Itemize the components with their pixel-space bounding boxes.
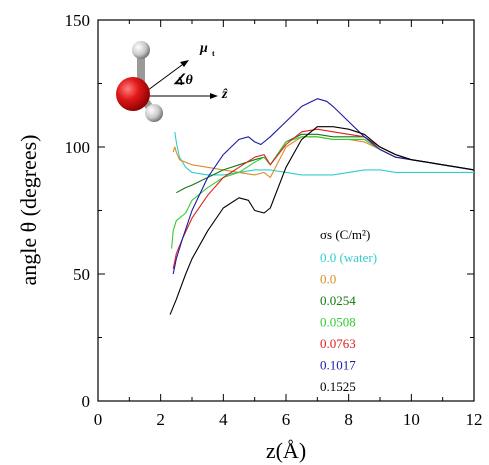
legend-entry: 0.0254 (320, 293, 356, 308)
plot-frame (97, 19, 475, 402)
x-tick-label: 8 (344, 410, 353, 429)
hydrogen-atom-upper (132, 41, 150, 59)
legend: σs (C/m²) 0.0 (water) 0.0 0.0254 0.0508 0.07… (320, 227, 377, 394)
legend-entry: 0.0508 (320, 315, 356, 330)
legend-entry: 0.1525 (320, 379, 356, 394)
dipole-label: μ (199, 41, 208, 56)
legend-entry: 0.0763 (320, 336, 356, 351)
water-molecule-inset: μ t ∡θ ẑ (116, 41, 228, 122)
series-line-0-0763 (172, 128, 475, 270)
y-tick-label: 50 (73, 265, 90, 284)
y-tick-label: 0 (82, 392, 91, 411)
x-tick-label: 4 (219, 410, 228, 429)
dipole-label-subscript: t (212, 49, 215, 58)
x-tick-label: 12 (466, 410, 483, 429)
series-line-0-1525 (169, 126, 475, 315)
dipole-arrowhead (180, 60, 189, 67)
legend-entry: 0.1017 (320, 358, 356, 373)
z-axis-label: ẑ (221, 87, 228, 102)
z-axis-arrowhead (210, 93, 218, 99)
hydrogen-atom-lower (145, 104, 163, 122)
series-line-0-0 (172, 136, 475, 179)
oxygen-atom (116, 77, 150, 111)
x-tick-label: 10 (403, 410, 420, 429)
angle-label: ∡θ (173, 73, 194, 88)
tick-labels: 0 2 4 6 8 10 12 0 50 100 150 (65, 11, 483, 429)
series-line-0-0254 (176, 133, 475, 194)
x-axis-label: z(Å) (266, 438, 306, 463)
series-line-0-1017 (172, 98, 475, 275)
x-tick-label: 2 (156, 410, 165, 429)
x-tick-label: 0 (94, 410, 103, 429)
legend-entry: 0.0 (320, 272, 336, 287)
y-axis-label: angle θ (degrees) (16, 134, 41, 285)
series-line-0-0-water- (174, 131, 474, 176)
axis-ticks (97, 19, 475, 402)
legend-entry: 0.0 (water) (320, 250, 377, 265)
legend-title: σs (C/m²) (320, 227, 370, 242)
y-tick-label: 100 (65, 138, 91, 157)
y-tick-label: 150 (65, 11, 91, 30)
bond-upper (137, 56, 145, 86)
series-layer (169, 98, 475, 315)
x-tick-label: 6 (282, 410, 291, 429)
